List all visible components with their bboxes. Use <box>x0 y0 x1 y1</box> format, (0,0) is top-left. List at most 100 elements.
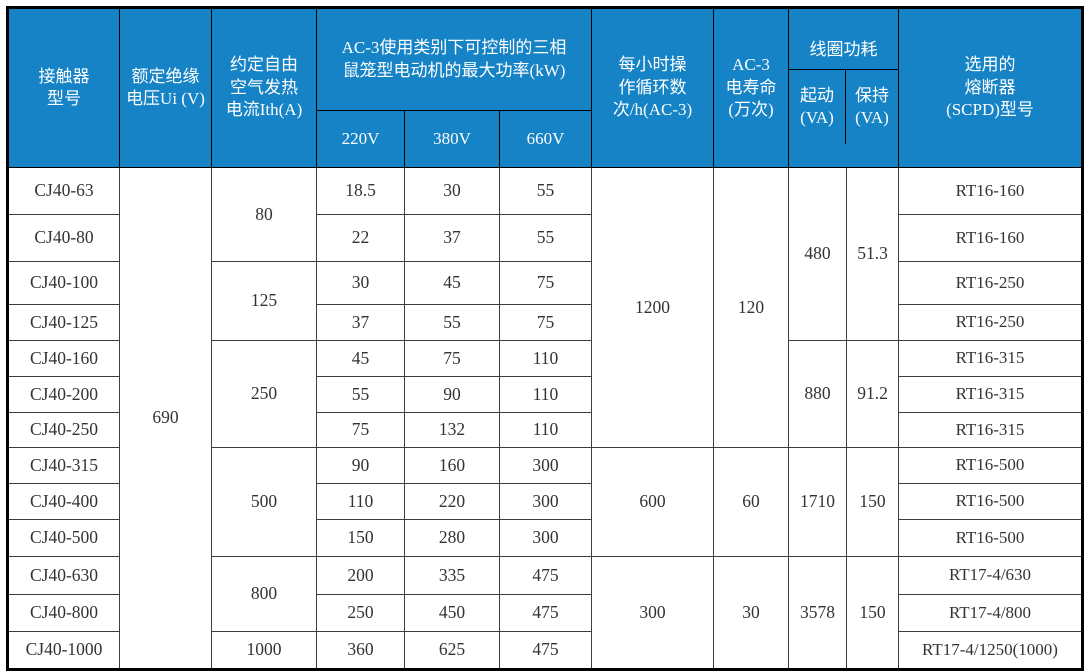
kw380-cell: 90 <box>404 375 500 413</box>
kw220-cell: 22 <box>316 213 405 262</box>
coil-header-layout: 线圈功耗 起动 (VA) 保持 (VA) <box>789 31 898 145</box>
kw660-cell: 475 <box>499 555 592 595</box>
ith-cell: 1000 <box>211 630 317 670</box>
fuse-cell: RT16-315 <box>898 411 1083 448</box>
model-cell: CJ40-500 <box>7 518 120 557</box>
table-row: CJ40-400 110 220 300 RT16-500 <box>7 482 1083 520</box>
header-ac3-power-group: AC-3使用类别下可控制的三相 鼠笼型电动机的最大功率(kW) <box>316 6 592 112</box>
fuse-cell: RT16-500 <box>898 446 1083 484</box>
coil-start-cell: 3578 <box>788 555 847 670</box>
header-coil-consumption-group: 线圈功耗 起动 (VA) 保持 (VA) <box>788 7 899 168</box>
model-cell: CJ40-630 <box>7 555 120 595</box>
coil-hold-cell: 150 <box>846 446 899 557</box>
header-220v: 220V <box>316 110 405 168</box>
kw380-cell: 450 <box>404 593 500 632</box>
kw380-cell: 37 <box>404 213 500 262</box>
kw380-cell: 45 <box>404 260 500 305</box>
fuse-cell: RT16-250 <box>898 260 1083 305</box>
header-electrical-life: AC-3 电寿命 (万次) <box>713 7 789 168</box>
table-row: CJ40-800 250 450 475 RT17-4/800 <box>7 593 1083 632</box>
kw220-cell: 75 <box>316 411 405 448</box>
kw220-cell: 250 <box>316 593 405 632</box>
kw660-cell: 475 <box>499 630 592 670</box>
header-660v: 660V <box>499 110 592 168</box>
model-cell: CJ40-400 <box>7 482 120 520</box>
contactor-spec-page: 接触器 型号 额定绝缘 电压Ui (V) 约定自由 空气发热 电流Ith(A) … <box>6 6 1084 671</box>
kw220-cell: 150 <box>316 518 405 557</box>
kw380-cell: 55 <box>404 303 500 341</box>
ith-cell: 250 <box>211 339 317 448</box>
header-model: 接触器 型号 <box>7 7 120 168</box>
electrical-life-cell: 120 <box>713 166 789 448</box>
model-cell: CJ40-63 <box>7 166 120 215</box>
coil-start-cell: 480 <box>788 166 847 341</box>
kw220-cell: 45 <box>316 339 405 377</box>
table-row: CJ40-125 37 55 75 RT16-250 <box>7 303 1083 341</box>
kw380-cell: 132 <box>404 411 500 448</box>
kw660-cell: 110 <box>499 411 592 448</box>
kw660-cell: 75 <box>499 260 592 305</box>
model-cell: CJ40-160 <box>7 339 120 377</box>
table-row: CJ40-315 500 90 160 300 600 60 1710 150 … <box>7 446 1083 557</box>
header-coil-start: 起动 (VA) <box>790 70 846 145</box>
model-cell: CJ40-200 <box>7 375 120 413</box>
table-row: CJ40-160 250 45 75 110 880 91.2 RT16-315 <box>7 339 1083 448</box>
fuse-cell: RT17-4/800 <box>898 593 1083 632</box>
fuse-cell: RT16-160 <box>898 166 1083 215</box>
ith-cell: 80 <box>211 166 317 262</box>
coil-start-cell: 1710 <box>788 446 847 557</box>
model-cell: CJ40-80 <box>7 213 120 262</box>
table-row: CJ40-63 690 80 18.5 30 55 1200 120 480 5… <box>7 166 1083 670</box>
model-cell: CJ40-1000 <box>7 630 120 670</box>
insulation-voltage-cell: 690 <box>119 166 212 670</box>
kw380-cell: 75 <box>404 339 500 377</box>
kw380-cell: 625 <box>404 630 500 670</box>
kw220-cell: 110 <box>316 482 405 520</box>
coil-hold-cell: 91.2 <box>846 339 899 448</box>
header-thermal-current: 约定自由 空气发热 电流Ith(A) <box>211 7 317 168</box>
fuse-cell: RT16-250 <box>898 303 1083 341</box>
kw380-cell: 280 <box>404 518 500 557</box>
contactor-spec-table: 接触器 型号 额定绝缘 电压Ui (V) 约定自由 空气发热 电流Ith(A) … <box>6 6 1084 671</box>
kw660-cell: 300 <box>499 482 592 520</box>
fuse-cell: RT16-315 <box>898 375 1083 413</box>
coil-start-cell: 880 <box>788 339 847 448</box>
kw220-cell: 200 <box>316 555 405 595</box>
table-row: CJ40-80 22 37 55 RT16-160 <box>7 213 1083 262</box>
header-coil-hold: 保持 (VA) <box>855 86 889 128</box>
kw220-cell: 55 <box>316 375 405 413</box>
coil-hold-cell: 150 <box>846 555 899 670</box>
table-row: CJ40-100 125 30 45 75 RT16-250 <box>7 260 1083 341</box>
kw660-cell: 55 <box>499 166 592 215</box>
kw660-cell: 75 <box>499 303 592 341</box>
kw660-cell: 55 <box>499 213 592 262</box>
header-coil-group-label: 线圈功耗 <box>789 31 898 71</box>
fuse-cell: RT16-315 <box>898 339 1083 377</box>
kw660-cell: 110 <box>499 339 592 377</box>
model-cell: CJ40-800 <box>7 593 120 632</box>
kw220-cell: 37 <box>316 303 405 341</box>
electrical-life-cell: 60 <box>713 446 789 557</box>
fuse-cell: RT16-500 <box>898 482 1083 520</box>
model-cell: CJ40-315 <box>7 446 120 484</box>
ith-cell: 125 <box>211 260 317 341</box>
kw380-cell: 30 <box>404 166 500 215</box>
header-operation-cycles: 每小时操 作循环数 次/h(AC-3) <box>591 7 714 168</box>
kw380-cell: 160 <box>404 446 500 484</box>
ops-cycles-cell: 300 <box>591 555 714 670</box>
fuse-cell: RT16-500 <box>898 518 1083 557</box>
fuse-cell: RT17-4/1250(1000) <box>898 630 1083 670</box>
kw660-cell: 300 <box>499 446 592 484</box>
kw380-cell: 335 <box>404 555 500 595</box>
header-380v: 380V <box>404 110 500 168</box>
kw220-cell: 90 <box>316 446 405 484</box>
fuse-cell: RT16-160 <box>898 213 1083 262</box>
kw660-cell: 475 <box>499 593 592 632</box>
kw220-cell: 360 <box>316 630 405 670</box>
model-cell: CJ40-100 <box>7 260 120 305</box>
header-insulation-voltage: 额定绝缘 电压Ui (V) <box>119 7 212 168</box>
coil-subheaders: 起动 (VA) 保持 (VA) <box>790 70 898 145</box>
ith-cell: 500 <box>211 446 317 557</box>
model-cell: CJ40-250 <box>7 411 120 448</box>
header-fuse: 选用的 熔断器 (SCPD)型号 <box>898 7 1083 168</box>
